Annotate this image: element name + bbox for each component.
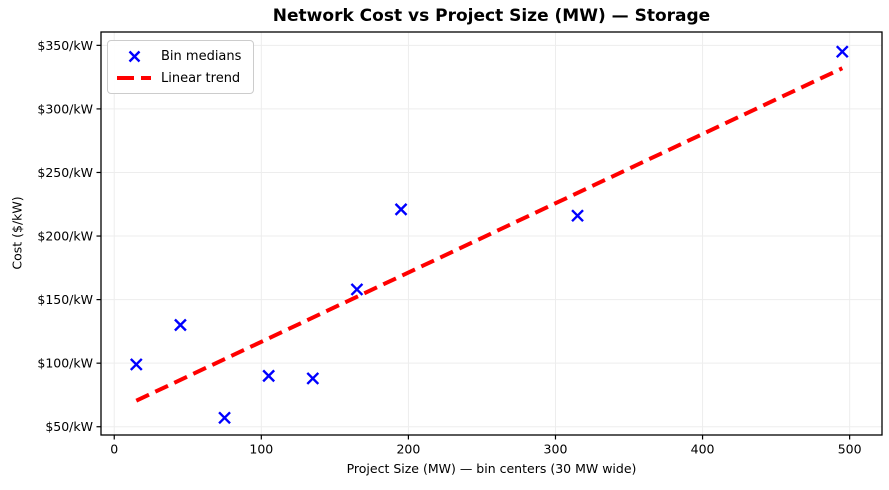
scatter-point xyxy=(394,202,408,216)
trend-line xyxy=(135,66,844,403)
scatter-point xyxy=(129,358,143,371)
legend: Bin medians Linear trend xyxy=(107,40,255,94)
legend-label-linear-trend: Linear trend xyxy=(161,70,241,86)
y-tick-label: $100/kW xyxy=(37,356,93,371)
y-tick-label: $250/kW xyxy=(37,165,93,180)
x-tick-label: 200 xyxy=(396,442,420,457)
scatter-point xyxy=(218,411,231,425)
x-tick-label: 0 xyxy=(110,442,118,457)
plot-frame xyxy=(100,31,883,436)
scatter-point xyxy=(571,209,584,223)
scatter-point xyxy=(835,45,849,59)
scatter-point xyxy=(306,372,320,385)
scatter-point xyxy=(350,283,364,296)
x-tick-label: 100 xyxy=(249,442,273,457)
chart-title: Network Cost vs Project Size (MW) — Stor… xyxy=(272,6,711,26)
legend-item-linear-trend: Linear trend xyxy=(116,68,241,88)
x-marker-icon xyxy=(116,49,152,64)
dashed-line-icon xyxy=(116,73,152,83)
y-tick-label: $200/kW xyxy=(37,229,93,244)
legend-label-bin-medians: Bin medians xyxy=(161,48,242,64)
y-tick-label: $300/kW xyxy=(37,101,93,116)
scatter-point xyxy=(174,318,187,332)
x-tick-label: 300 xyxy=(544,442,568,457)
x-tick-label: 500 xyxy=(838,442,862,457)
y-tick-label: $150/kW xyxy=(37,292,93,307)
x-tick-label: 400 xyxy=(691,442,715,457)
y-axis-label: Cost ($/kW) xyxy=(9,196,25,270)
y-tick-label: $50/kW xyxy=(45,419,93,434)
x-axis-label: Project Size (MW) — bin centers (30 MW w… xyxy=(346,461,637,476)
legend-item-bin-medians: Bin medians xyxy=(116,46,241,66)
y-tick-label: $350/kW xyxy=(37,38,93,53)
scatter-point xyxy=(262,369,276,383)
